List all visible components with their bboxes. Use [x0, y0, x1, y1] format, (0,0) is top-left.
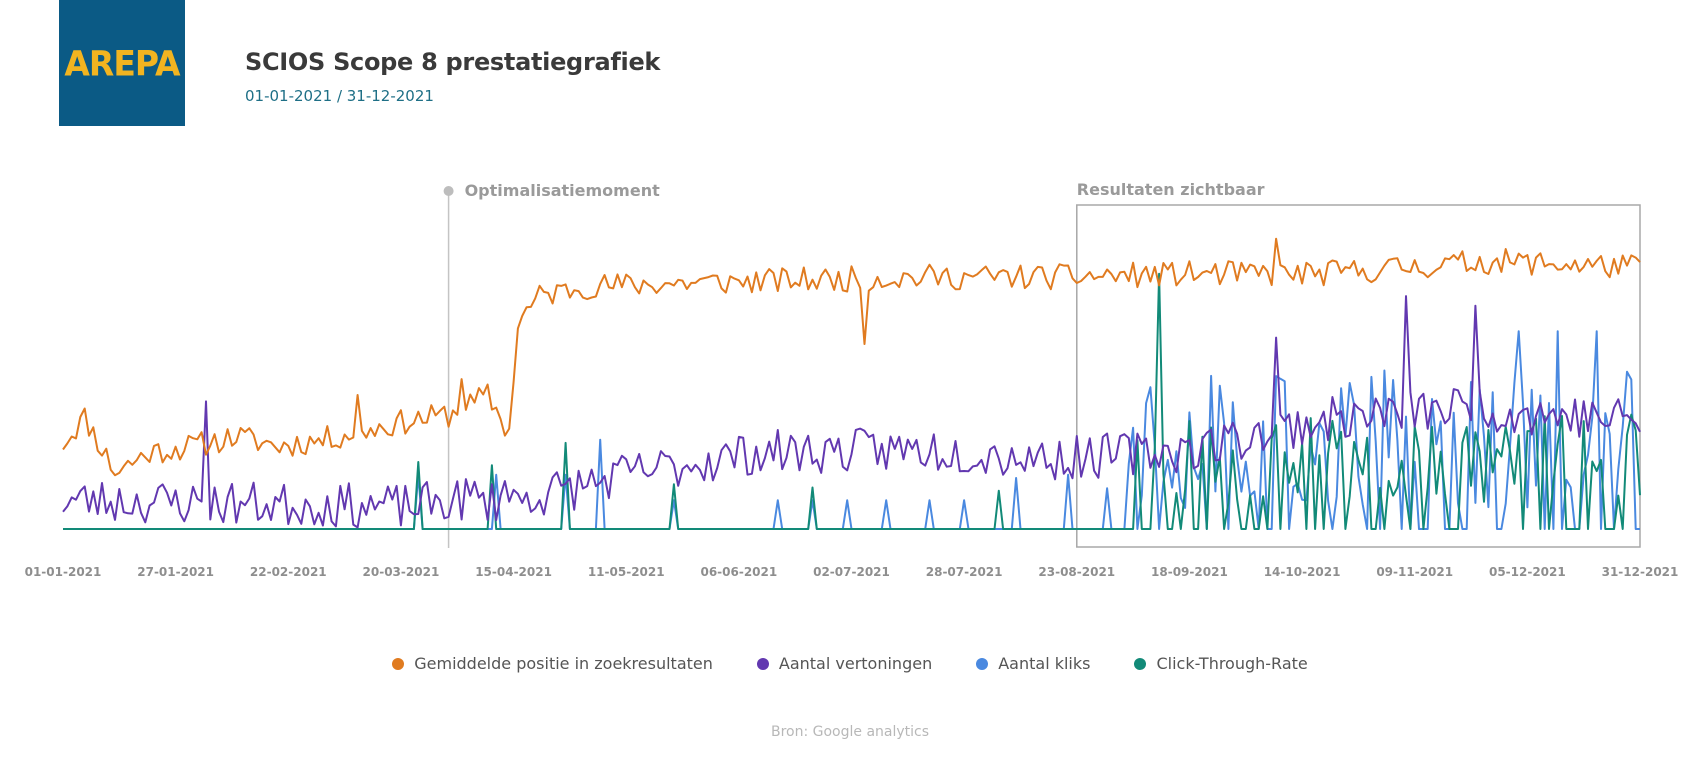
- x-tick-label: 18-09-2021: [1151, 565, 1228, 579]
- x-tick-label: 23-08-2021: [1038, 565, 1115, 579]
- annotations: Optimalisatiemoment Resultaten zichtbaar: [443, 180, 1641, 548]
- legend-dot-icon: [756, 657, 769, 670]
- x-tick-label: 15-04-2021: [475, 565, 552, 579]
- x-tick-label: 27-01-2021: [137, 565, 214, 579]
- x-tick-label: 11-05-2021: [588, 565, 665, 579]
- legend-item-click-through-rate: Click-Through-Rate: [1134, 654, 1308, 673]
- optimization-marker-label: Optimalisatiemoment: [465, 181, 661, 200]
- x-tick-label: 05-12-2021: [1489, 565, 1566, 579]
- x-tick-label: 20-03-2021: [363, 565, 440, 579]
- date-range: 01-01-2021 / 31-12-2021: [245, 87, 434, 105]
- x-tick-label: 09-11-2021: [1376, 565, 1453, 579]
- legend-label: Aantal vertoningen: [778, 654, 933, 673]
- x-tick-label: 28-07-2021: [926, 565, 1003, 579]
- legend-item-gemiddelde-positie-in-zoekresultaten: Gemiddelde positie in zoekresultaten: [392, 654, 713, 673]
- page-title: SCIOS Scope 8 prestatiegrafiek: [245, 48, 661, 76]
- x-tick-label: 14-10-2021: [1264, 565, 1341, 579]
- results-visible-label: Resultaten zichtbaar: [1077, 180, 1265, 199]
- series-line-aantal-vertoningen: [62, 295, 1641, 529]
- x-tick-label: 22-02-2021: [250, 565, 327, 579]
- x-tick-label: 02-07-2021: [813, 565, 890, 579]
- logo-text: AREPA: [64, 42, 180, 84]
- x-tick-label: 06-06-2021: [700, 565, 777, 579]
- legend-label: Gemiddelde positie in zoekresultaten: [414, 654, 713, 673]
- series-line-gemiddelde-positie-in-zoekresultaten: [62, 237, 1641, 477]
- legend-item-aantal-kliks: Aantal kliks: [976, 654, 1090, 673]
- results-visible-box: [1076, 204, 1641, 548]
- legend-dot-icon: [392, 657, 405, 670]
- source-note: Bron: Google analytics: [770, 724, 930, 740]
- x-axis-ticks: 01-01-2021 27-01-2021 22-02-2021 20-03-2021…: [25, 565, 1679, 579]
- series-line-click-through-rate: [63, 272, 1641, 530]
- performance-chart: Optimalisatiemoment Resultaten zichtbaar …: [25, 180, 1679, 579]
- logo: AREPA: [59, 0, 185, 126]
- x-tick-label: 01-01-2021: [25, 565, 102, 579]
- optimization-marker-dot: [443, 186, 454, 196]
- x-tick-label: 31-12-2021: [1602, 565, 1679, 579]
- legend-item-aantal-vertoningen: Aantal vertoningen: [756, 654, 933, 673]
- chart-legend: Gemiddelde positie in zoekresultaten Aant…: [0, 654, 1700, 673]
- legend-dot-icon: [1134, 657, 1147, 670]
- legend-dot-icon: [976, 657, 989, 670]
- legend-label: Aantal kliks: [998, 654, 1091, 673]
- series-layer: [62, 237, 1641, 530]
- legend-label: Click-Through-Rate: [1156, 654, 1308, 673]
